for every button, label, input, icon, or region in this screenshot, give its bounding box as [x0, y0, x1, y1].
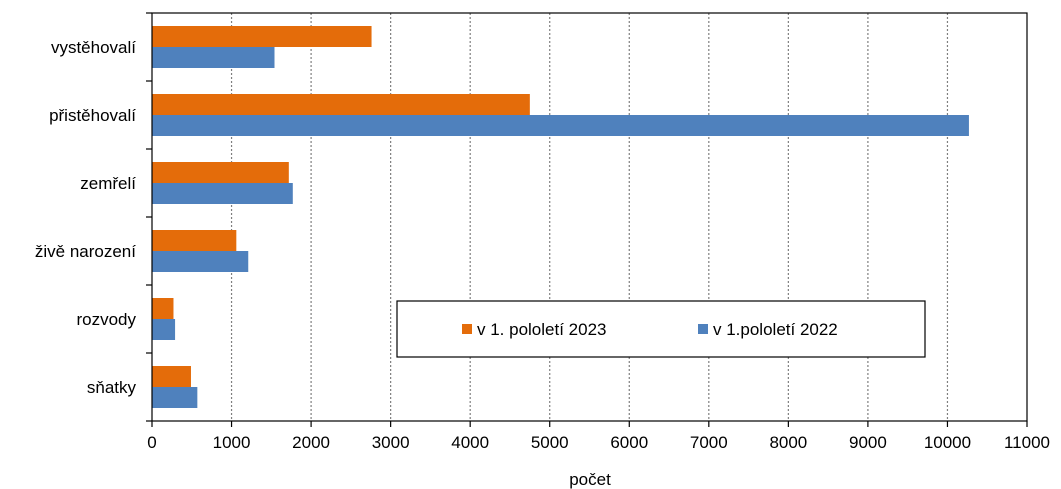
- x-tick-label: 2000: [292, 433, 330, 452]
- category-label: přistěhovalí: [49, 106, 136, 125]
- bar-series-1: [152, 162, 289, 183]
- legend-box: [396, 300, 926, 358]
- legend-swatch-series-2: [698, 324, 708, 334]
- x-tick-label: 7000: [690, 433, 728, 452]
- category-label: sňatky: [87, 378, 137, 397]
- bar-series-1: [152, 26, 372, 47]
- legend: v 1. pololetí 2023 v 1.pololetí 2022: [396, 300, 926, 358]
- category-label: rozvody: [76, 310, 136, 329]
- x-tick-label: 9000: [849, 433, 887, 452]
- legend-swatch-series-1: [462, 324, 472, 334]
- bar-series-2: [152, 47, 275, 68]
- bar-series-1: [152, 94, 530, 115]
- bar-series-2: [152, 387, 198, 408]
- y-axis-ticks: [146, 12, 152, 422]
- bar-series-1: [152, 230, 237, 251]
- x-tick-label: 11000: [1004, 433, 1050, 452]
- plot-area-border: [151, 12, 1028, 422]
- bars: [152, 26, 969, 408]
- x-tick-label: 6000: [610, 433, 648, 452]
- x-tick-label: 0: [147, 433, 156, 452]
- x-tick-label: 8000: [769, 433, 807, 452]
- bar-series-2: [152, 183, 293, 204]
- category-label: zemřelí: [80, 174, 136, 193]
- category-label: vystěhovalí: [51, 38, 136, 57]
- x-tick-label: 4000: [451, 433, 489, 452]
- x-tick-label: 1000: [213, 433, 251, 452]
- x-axis-ticks: 0 1000 2000 3000 4000 5000 6000 7000 8000 9000 100…: [147, 421, 1050, 452]
- bar-series-1: [152, 366, 191, 387]
- x-tick-label: 3000: [372, 433, 410, 452]
- bar-series-1: [152, 298, 174, 319]
- gridlines: [230, 13, 949, 421]
- bar-series-2: [152, 115, 969, 136]
- legend-label-series-2: v 1.pololetí 2022: [713, 320, 838, 339]
- x-axis-title: počet: [569, 470, 611, 489]
- category-labels: vystěhovalí přistěhovalí zemřelí živě naroz…: [35, 38, 137, 397]
- x-tick-label: 10000: [924, 433, 971, 452]
- x-tick-label: 5000: [531, 433, 569, 452]
- legend-label-series-1: v 1. pololetí 2023: [477, 320, 606, 339]
- bar-series-2: [152, 319, 176, 340]
- bar-series-2: [152, 251, 249, 272]
- category-label: živě narození: [35, 242, 136, 261]
